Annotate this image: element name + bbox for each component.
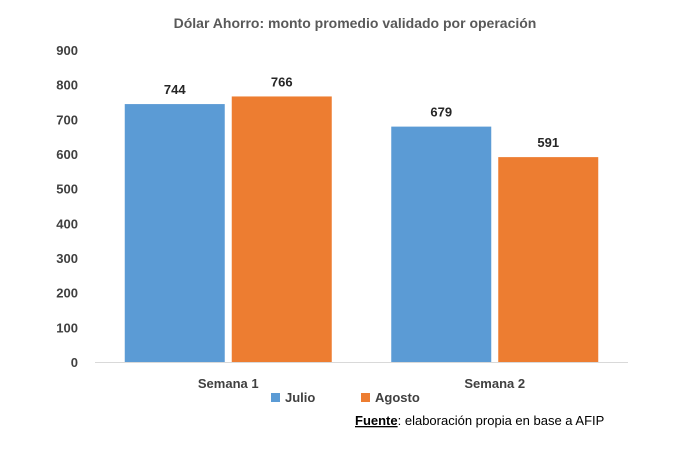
- y-tick-label: 800: [56, 78, 78, 93]
- legend-swatch-julio: [271, 393, 280, 402]
- source-note: Fuente: elaboración propia en base a AFI…: [355, 413, 604, 428]
- y-tick-label: 600: [56, 147, 78, 162]
- y-axis-ticks: 0 100 200 300 400 500 600 700 800 900: [56, 43, 78, 370]
- y-tick-label: 400: [56, 216, 78, 231]
- x-category-label: Semana 1: [198, 376, 259, 391]
- legend-label-agosto: Agosto: [375, 390, 420, 405]
- y-tick-label: 300: [56, 251, 78, 266]
- chart-title: Dólar Ahorro: monto promedio validado po…: [174, 15, 537, 31]
- legend-swatch-agosto: [361, 393, 370, 402]
- data-label: 591: [537, 135, 559, 150]
- data-labels-group: 744 766 679 591: [164, 74, 559, 150]
- y-tick-label: 500: [56, 182, 78, 197]
- bar-agosto-semana-1: [231, 96, 332, 362]
- legend: Julio Agosto: [271, 390, 420, 405]
- y-tick-label: 0: [71, 355, 78, 370]
- data-label: 679: [430, 105, 452, 120]
- bar-julio-semana-2: [391, 126, 492, 362]
- category-labels: Semana 1 Semana 2: [198, 376, 525, 391]
- bar-agosto-semana-2: [498, 157, 599, 362]
- x-category-label: Semana 2: [464, 376, 525, 391]
- data-label: 744: [164, 82, 186, 97]
- legend-label-julio: Julio: [285, 390, 315, 405]
- source-text: : elaboración propia en base a AFIP: [398, 413, 605, 428]
- y-tick-label: 100: [56, 320, 78, 335]
- y-tick-label: 900: [56, 43, 78, 58]
- bar-julio-semana-1: [124, 104, 225, 362]
- bars-group: [124, 96, 599, 362]
- y-tick-label: 200: [56, 286, 78, 301]
- data-label: 766: [271, 74, 293, 89]
- source-label: Fuente: [355, 413, 398, 428]
- y-tick-label: 700: [56, 112, 78, 127]
